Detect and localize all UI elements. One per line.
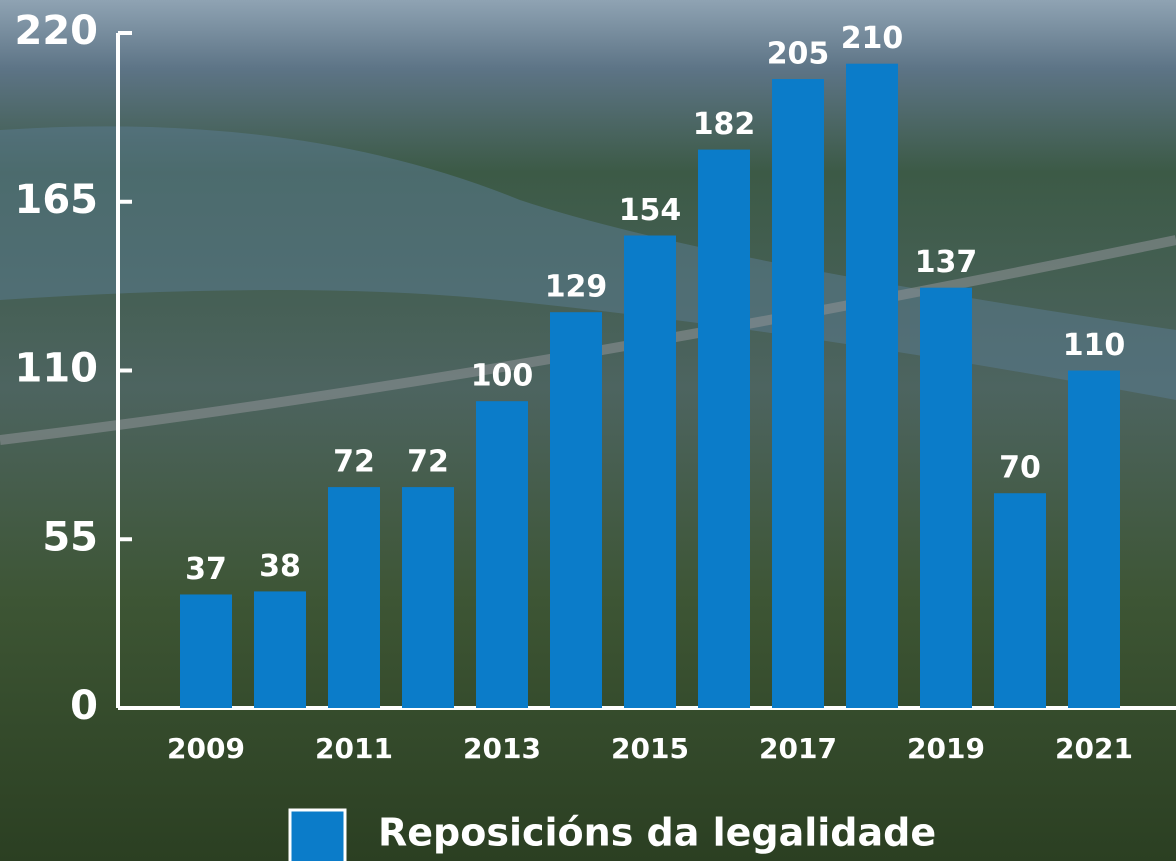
data-label: 37: [185, 552, 227, 587]
x-tick-label: 2009: [167, 732, 245, 765]
bridge: [0, 235, 1176, 445]
data-label: 70: [999, 451, 1041, 486]
x-tick-label: 2021: [1055, 732, 1133, 765]
data-label: 154: [619, 193, 682, 228]
bar: [698, 149, 750, 708]
y-tick-label: 110: [15, 346, 99, 392]
data-label: 205: [767, 37, 830, 72]
data-label: 129: [545, 270, 608, 305]
x-tick-label: 2017: [759, 732, 837, 765]
y-tick-label: 165: [15, 177, 99, 223]
bar: [402, 487, 454, 708]
x-tick-label: 2013: [463, 732, 541, 765]
bar: [772, 79, 824, 709]
x-tick-label: 2011: [315, 732, 393, 765]
data-label: 72: [333, 445, 375, 480]
legend-swatch: [288, 808, 347, 861]
bar: [550, 312, 602, 708]
y-tick-label: 0: [70, 683, 98, 729]
bar: [180, 594, 232, 708]
data-label: 137: [915, 245, 978, 280]
bar: [920, 287, 972, 708]
data-label: 38: [259, 549, 301, 584]
x-tick-label: 2019: [907, 732, 985, 765]
data-label: 100: [471, 359, 534, 394]
data-label: 110: [1063, 328, 1126, 363]
x-tick-label: 2015: [611, 732, 689, 765]
bar: [1068, 370, 1120, 708]
bar: [328, 487, 380, 708]
bar: [476, 401, 528, 708]
bar: [624, 235, 676, 708]
bar: [254, 591, 306, 708]
data-label: 72: [407, 445, 449, 480]
y-tick-label: 220: [15, 8, 99, 54]
data-label: 182: [693, 107, 756, 142]
bar: [846, 63, 898, 708]
bar: [994, 493, 1046, 708]
legend-label: Reposicións da legalidade: [378, 811, 936, 855]
data-label: 210: [841, 21, 904, 56]
y-tick-label: 55: [42, 514, 98, 560]
